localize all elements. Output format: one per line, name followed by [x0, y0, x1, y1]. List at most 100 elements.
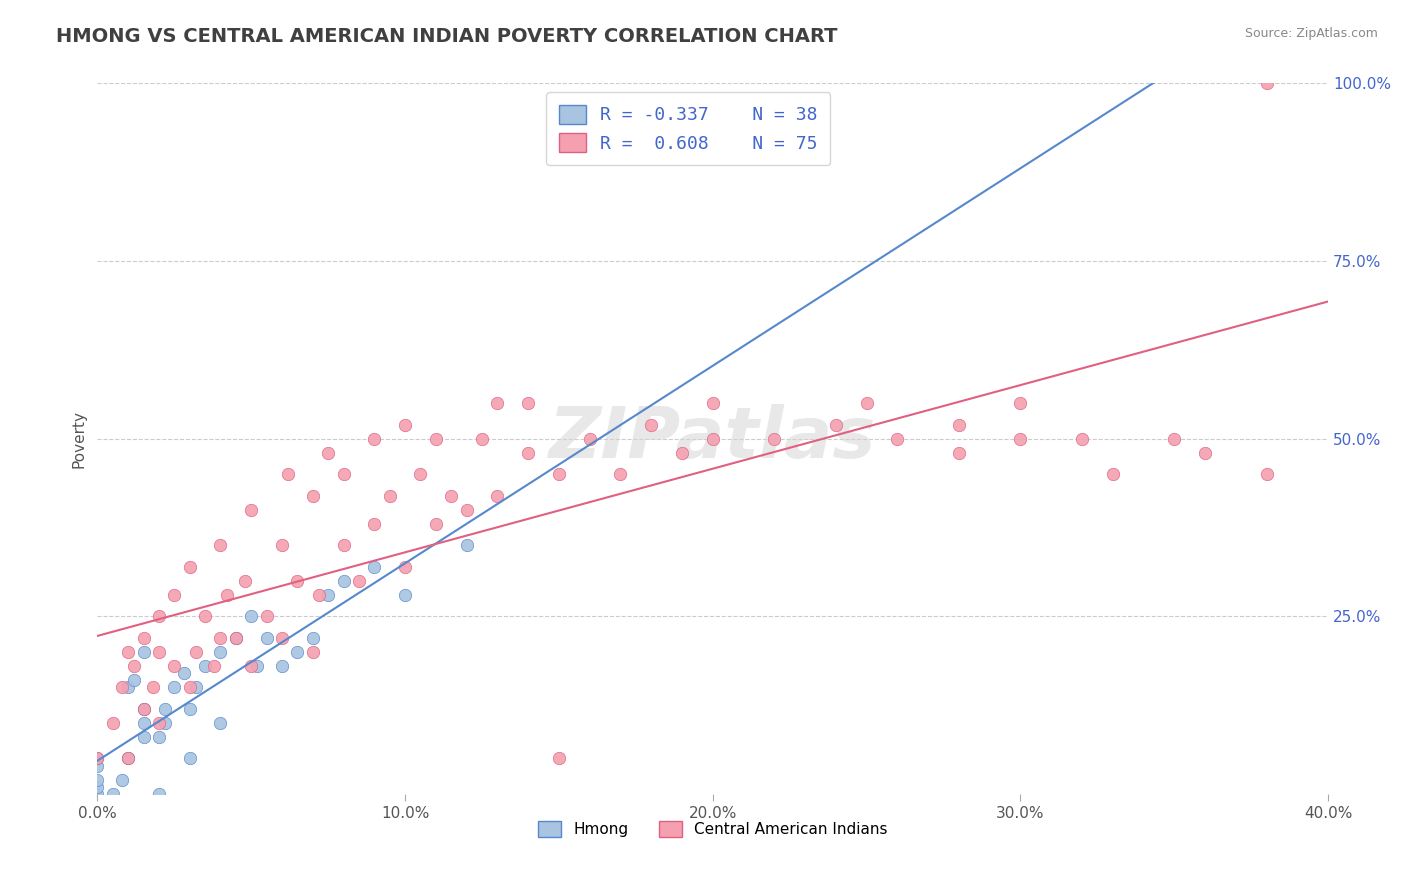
Point [271, 659, 294, 673]
Point [486, 489, 509, 503]
Text: ZIPatlas: ZIPatlas [550, 404, 876, 474]
Point [301, 645, 323, 659]
Point [179, 751, 201, 765]
Point [86, 751, 108, 765]
Point [332, 538, 354, 552]
Point [316, 446, 339, 460]
Point [347, 574, 370, 588]
Point [148, 715, 170, 730]
Point [124, 673, 146, 688]
Point [148, 730, 170, 744]
Legend: Hmong, Central American Indians: Hmong, Central American Indians [531, 815, 894, 843]
Point [471, 432, 494, 446]
Point [1256, 467, 1278, 482]
Point [184, 681, 207, 695]
Point [886, 432, 908, 446]
Point [148, 609, 170, 624]
Point [153, 715, 176, 730]
Point [363, 516, 385, 531]
Point [285, 645, 308, 659]
Point [548, 467, 571, 482]
Point [332, 467, 354, 482]
Point [225, 631, 247, 645]
Point [163, 588, 186, 602]
Point [132, 702, 155, 716]
Point [209, 631, 232, 645]
Point [86, 780, 108, 794]
Point [142, 681, 165, 695]
Point [111, 681, 134, 695]
Point [363, 559, 385, 574]
Point [215, 588, 238, 602]
Point [671, 446, 693, 460]
Point [948, 417, 970, 432]
Point [86, 772, 108, 787]
Point [184, 645, 207, 659]
Point [702, 396, 724, 410]
Point [363, 432, 385, 446]
Point [173, 666, 195, 681]
Point [101, 787, 124, 801]
Point [163, 681, 186, 695]
Point [308, 588, 330, 602]
Point [117, 645, 139, 659]
Point [132, 702, 155, 716]
Point [86, 751, 108, 765]
Text: HMONG VS CENTRAL AMERICAN INDIAN POVERTY CORRELATION CHART: HMONG VS CENTRAL AMERICAN INDIAN POVERTY… [56, 27, 838, 45]
Point [194, 659, 217, 673]
Point [1010, 432, 1032, 446]
Point [948, 446, 970, 460]
Point [209, 715, 232, 730]
Point [194, 609, 217, 624]
Point [425, 516, 447, 531]
Point [394, 559, 416, 574]
Point [394, 417, 416, 432]
Point [394, 588, 416, 602]
Point [163, 659, 186, 673]
Point [1071, 432, 1094, 446]
Point [332, 574, 354, 588]
Point [316, 588, 339, 602]
Point [578, 432, 600, 446]
Point [285, 574, 308, 588]
Point [824, 417, 846, 432]
Point [240, 609, 263, 624]
Point [256, 631, 278, 645]
Point [209, 538, 232, 552]
Point [277, 467, 299, 482]
Point [486, 396, 509, 410]
Point [240, 659, 263, 673]
Point [132, 730, 155, 744]
Point [1256, 77, 1278, 91]
Point [117, 751, 139, 765]
Point [640, 417, 662, 432]
Text: Source: ZipAtlas.com: Source: ZipAtlas.com [1244, 27, 1378, 40]
Y-axis label: Poverty: Poverty [72, 409, 86, 467]
Point [225, 631, 247, 645]
Point [233, 574, 256, 588]
Point [153, 702, 176, 716]
Point [1194, 446, 1216, 460]
Point [148, 645, 170, 659]
Point [301, 489, 323, 503]
Point [202, 659, 225, 673]
Point [1010, 396, 1032, 410]
Point [1101, 467, 1123, 482]
Point [101, 715, 124, 730]
Point [86, 787, 108, 801]
Point [855, 396, 877, 410]
Point [301, 631, 323, 645]
Point [271, 631, 294, 645]
Point [456, 538, 478, 552]
Point [111, 772, 134, 787]
Point [609, 467, 631, 482]
Point [1163, 432, 1185, 446]
Point [517, 446, 540, 460]
Point [271, 538, 294, 552]
Point [132, 631, 155, 645]
Point [117, 751, 139, 765]
Point [409, 467, 432, 482]
Point [378, 489, 401, 503]
Point [246, 659, 269, 673]
Point [763, 432, 786, 446]
